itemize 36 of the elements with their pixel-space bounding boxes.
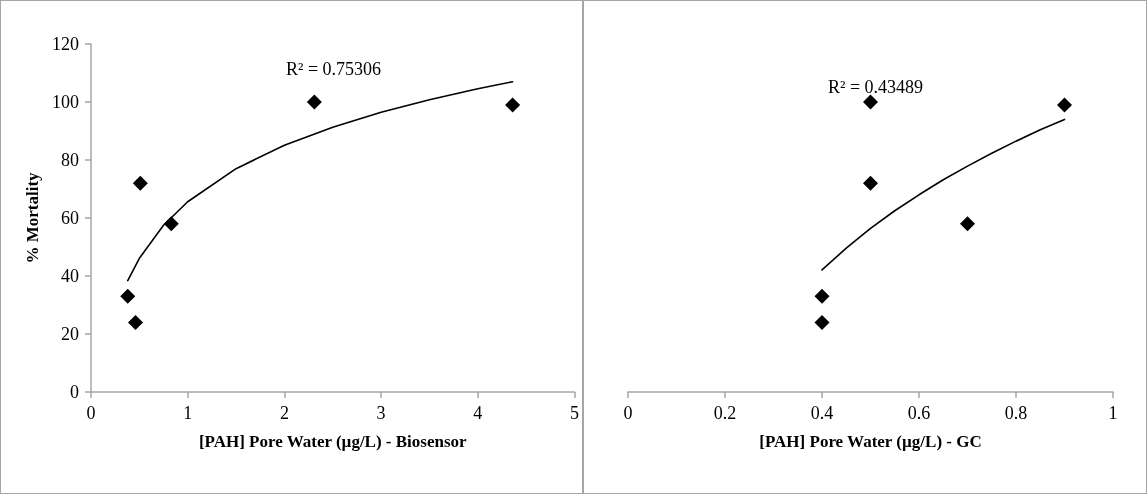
point bbox=[132, 175, 148, 191]
point bbox=[127, 314, 143, 330]
x-tick-label: 0.8 bbox=[1004, 403, 1028, 423]
x-tick-label: 1 bbox=[1108, 403, 1118, 423]
point bbox=[306, 94, 322, 110]
y-tick-label: 100 bbox=[52, 92, 79, 112]
x-tick-label: 0.4 bbox=[810, 403, 834, 423]
x-axis-title: [PAH] Pore Water (µg/L) - GC bbox=[759, 431, 982, 451]
x-tick-label: 1 bbox=[183, 403, 193, 423]
point bbox=[863, 175, 878, 191]
x-tick-label: 0.2 bbox=[713, 403, 737, 423]
y-tick-label: 40 bbox=[61, 266, 79, 286]
x-tick-label: 3 bbox=[376, 403, 386, 423]
annotation: R² = 0.75306 bbox=[286, 59, 382, 79]
y-tick-label: 120 bbox=[52, 34, 79, 54]
x-tick-label: 5 bbox=[570, 403, 579, 423]
y-tick-label: 60 bbox=[61, 208, 79, 228]
x-tick-label: 2 bbox=[279, 403, 289, 423]
y-tick-label: 80 bbox=[61, 150, 79, 170]
point bbox=[814, 288, 830, 304]
y-tick-label: 0 bbox=[70, 382, 79, 402]
point bbox=[814, 314, 830, 330]
point bbox=[863, 94, 878, 110]
x-axis-title: [PAH] Pore Water (µg/L) - Biosensor bbox=[198, 431, 468, 451]
line-series bbox=[126, 80, 514, 282]
y-tick-label: 20 bbox=[61, 324, 79, 344]
x-tick-label: 4 bbox=[473, 403, 483, 423]
x-tick-label: 0.6 bbox=[907, 403, 931, 423]
point bbox=[960, 216, 975, 232]
point bbox=[1057, 97, 1072, 113]
annotation: R² = 0.43489 bbox=[828, 77, 924, 97]
x-tick-label: 0 bbox=[86, 403, 96, 423]
point bbox=[505, 97, 521, 113]
x-tick-label: 0 bbox=[623, 403, 633, 423]
point bbox=[120, 288, 136, 304]
y-axis-title: % Mortality bbox=[23, 171, 42, 264]
